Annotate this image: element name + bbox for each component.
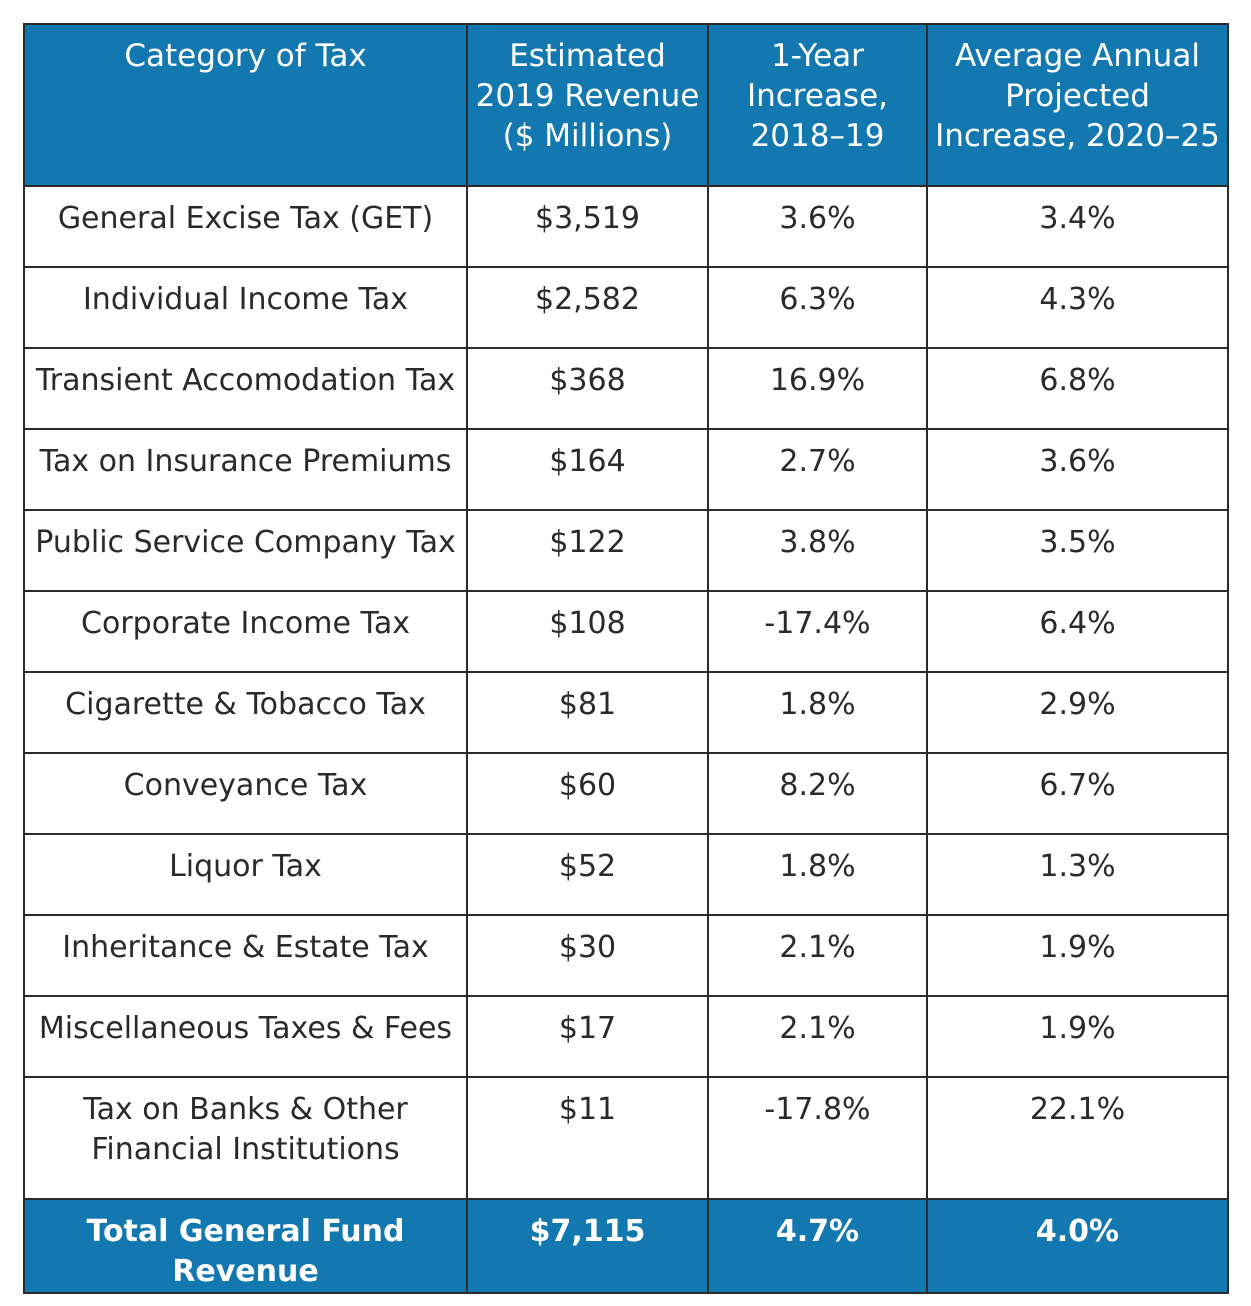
header-one-year-line: Increase,	[746, 78, 889, 114]
category-cell: Inheritance & Estate Tax	[23, 914, 468, 997]
table-row: Public Service Company Tax $122 3.8% 3.5…	[23, 509, 1229, 592]
table-row: Corporate Income Tax $108 -17.4% 6.4%	[23, 590, 1229, 673]
revenue-cell: $368	[466, 347, 709, 430]
avg-annual-cell: 1.3%	[926, 833, 1229, 916]
one-year-cell: 3.6%	[707, 185, 928, 268]
one-year-cell: -17.4%	[707, 590, 928, 673]
one-year-cell: 1.8%	[707, 833, 928, 916]
avg-annual-cell: 6.4%	[926, 590, 1229, 673]
one-year-cell: 3.8%	[707, 509, 928, 592]
avg-annual-cell: 4.3%	[926, 266, 1229, 349]
one-year-cell: 8.2%	[707, 752, 928, 835]
header-revenue-line: ($ Millions)	[502, 118, 673, 154]
avg-annual-cell: 6.7%	[926, 752, 1229, 835]
header-one-year: 1-Year Increase, 2018–19	[707, 23, 928, 187]
category-cell: Transient Accomodation Tax	[23, 347, 468, 430]
category-cell: Public Service Company Tax	[23, 509, 468, 592]
category-cell: Cigarette & Tobacco Tax	[23, 671, 468, 754]
one-year-cell: 2.1%	[707, 914, 928, 997]
table-row: Individual Income Tax $2,582 6.3% 4.3%	[23, 266, 1229, 349]
revenue-cell: $60	[466, 752, 709, 835]
category-cell: Tax on Banks & Other Financial Instituti…	[23, 1076, 468, 1200]
category-line: Tax on Banks & Other	[83, 1092, 408, 1127]
header-revenue: Estimated 2019 Revenue ($ Millions)	[466, 23, 709, 187]
header-revenue-line: 2019 Revenue	[475, 78, 700, 114]
one-year-cell: 2.1%	[707, 995, 928, 1078]
category-cell: General Excise Tax (GET)	[23, 185, 468, 268]
table-row: Conveyance Tax $60 8.2% 6.7%	[23, 752, 1229, 835]
revenue-cell: $122	[466, 509, 709, 592]
one-year-cell: 16.9%	[707, 347, 928, 430]
one-year-cell: 2.7%	[707, 428, 928, 511]
total-category-cell: Total General Fund Revenue	[23, 1198, 468, 1294]
header-revenue-line: Estimated	[509, 38, 666, 74]
table-row: Miscellaneous Taxes & Fees $17 2.1% 1.9%	[23, 995, 1229, 1078]
total-avg-annual-cell: 4.0%	[926, 1198, 1229, 1294]
header-one-year-line: 2018–19	[750, 118, 885, 154]
revenue-cell: $3,519	[466, 185, 709, 268]
table-row: Liquor Tax $52 1.8% 1.3%	[23, 833, 1229, 916]
avg-annual-cell: 22.1%	[926, 1076, 1229, 1200]
category-cell: Individual Income Tax	[23, 266, 468, 349]
avg-annual-cell: 6.8%	[926, 347, 1229, 430]
table-row: Cigarette & Tobacco Tax $81 1.8% 2.9%	[23, 671, 1229, 754]
avg-annual-cell: 3.4%	[926, 185, 1229, 268]
header-avg-annual-line: Average Annual	[955, 38, 1200, 74]
table-row: Transient Accomodation Tax $368 16.9% 6.…	[23, 347, 1229, 430]
category-cell: Tax on Insurance Premiums	[23, 428, 468, 511]
header-one-year-line: 1-Year	[771, 38, 864, 74]
avg-annual-cell: 1.9%	[926, 995, 1229, 1078]
category-cell: Liquor Tax	[23, 833, 468, 916]
revenue-cell: $164	[466, 428, 709, 511]
table-row: Tax on Banks & Other Financial Instituti…	[23, 1076, 1229, 1200]
total-revenue-cell: $7,115	[466, 1198, 709, 1294]
header-avg-annual: Average Annual Projected Increase, 2020–…	[926, 23, 1229, 187]
avg-annual-cell: 3.5%	[926, 509, 1229, 592]
category-cell: Corporate Income Tax	[23, 590, 468, 673]
revenue-cell: $17	[466, 995, 709, 1078]
table-row: General Excise Tax (GET) $3,519 3.6% 3.4…	[23, 185, 1229, 268]
header-row: Category of Tax Estimated 2019 Revenue (…	[23, 23, 1229, 187]
tax-revenue-table: Category of Tax Estimated 2019 Revenue (…	[23, 23, 1229, 1294]
avg-annual-cell: 1.9%	[926, 914, 1229, 997]
one-year-cell: 6.3%	[707, 266, 928, 349]
revenue-cell: $108	[466, 590, 709, 673]
one-year-cell: -17.8%	[707, 1076, 928, 1200]
category-cell: Miscellaneous Taxes & Fees	[23, 995, 468, 1078]
header-avg-annual-line: Projected	[1005, 78, 1150, 114]
one-year-cell: 1.8%	[707, 671, 928, 754]
total-row: Total General Fund Revenue $7,115 4.7% 4…	[23, 1198, 1229, 1294]
revenue-cell: $81	[466, 671, 709, 754]
revenue-cell: $11	[466, 1076, 709, 1200]
revenue-cell: $30	[466, 914, 709, 997]
header-category: Category of Tax	[23, 23, 468, 187]
category-cell: Conveyance Tax	[23, 752, 468, 835]
table-row: Inheritance & Estate Tax $30 2.1% 1.9%	[23, 914, 1229, 997]
header-avg-annual-line: Increase, 2020–25	[935, 118, 1220, 154]
avg-annual-cell: 3.6%	[926, 428, 1229, 511]
avg-annual-cell: 2.9%	[926, 671, 1229, 754]
category-line: Financial Institutions	[91, 1132, 400, 1167]
table-row: Tax on Insurance Premiums $164 2.7% 3.6%	[23, 428, 1229, 511]
revenue-cell: $2,582	[466, 266, 709, 349]
header-category-line: Category of Tax	[124, 38, 367, 74]
total-one-year-cell: 4.7%	[707, 1198, 928, 1294]
revenue-cell: $52	[466, 833, 709, 916]
